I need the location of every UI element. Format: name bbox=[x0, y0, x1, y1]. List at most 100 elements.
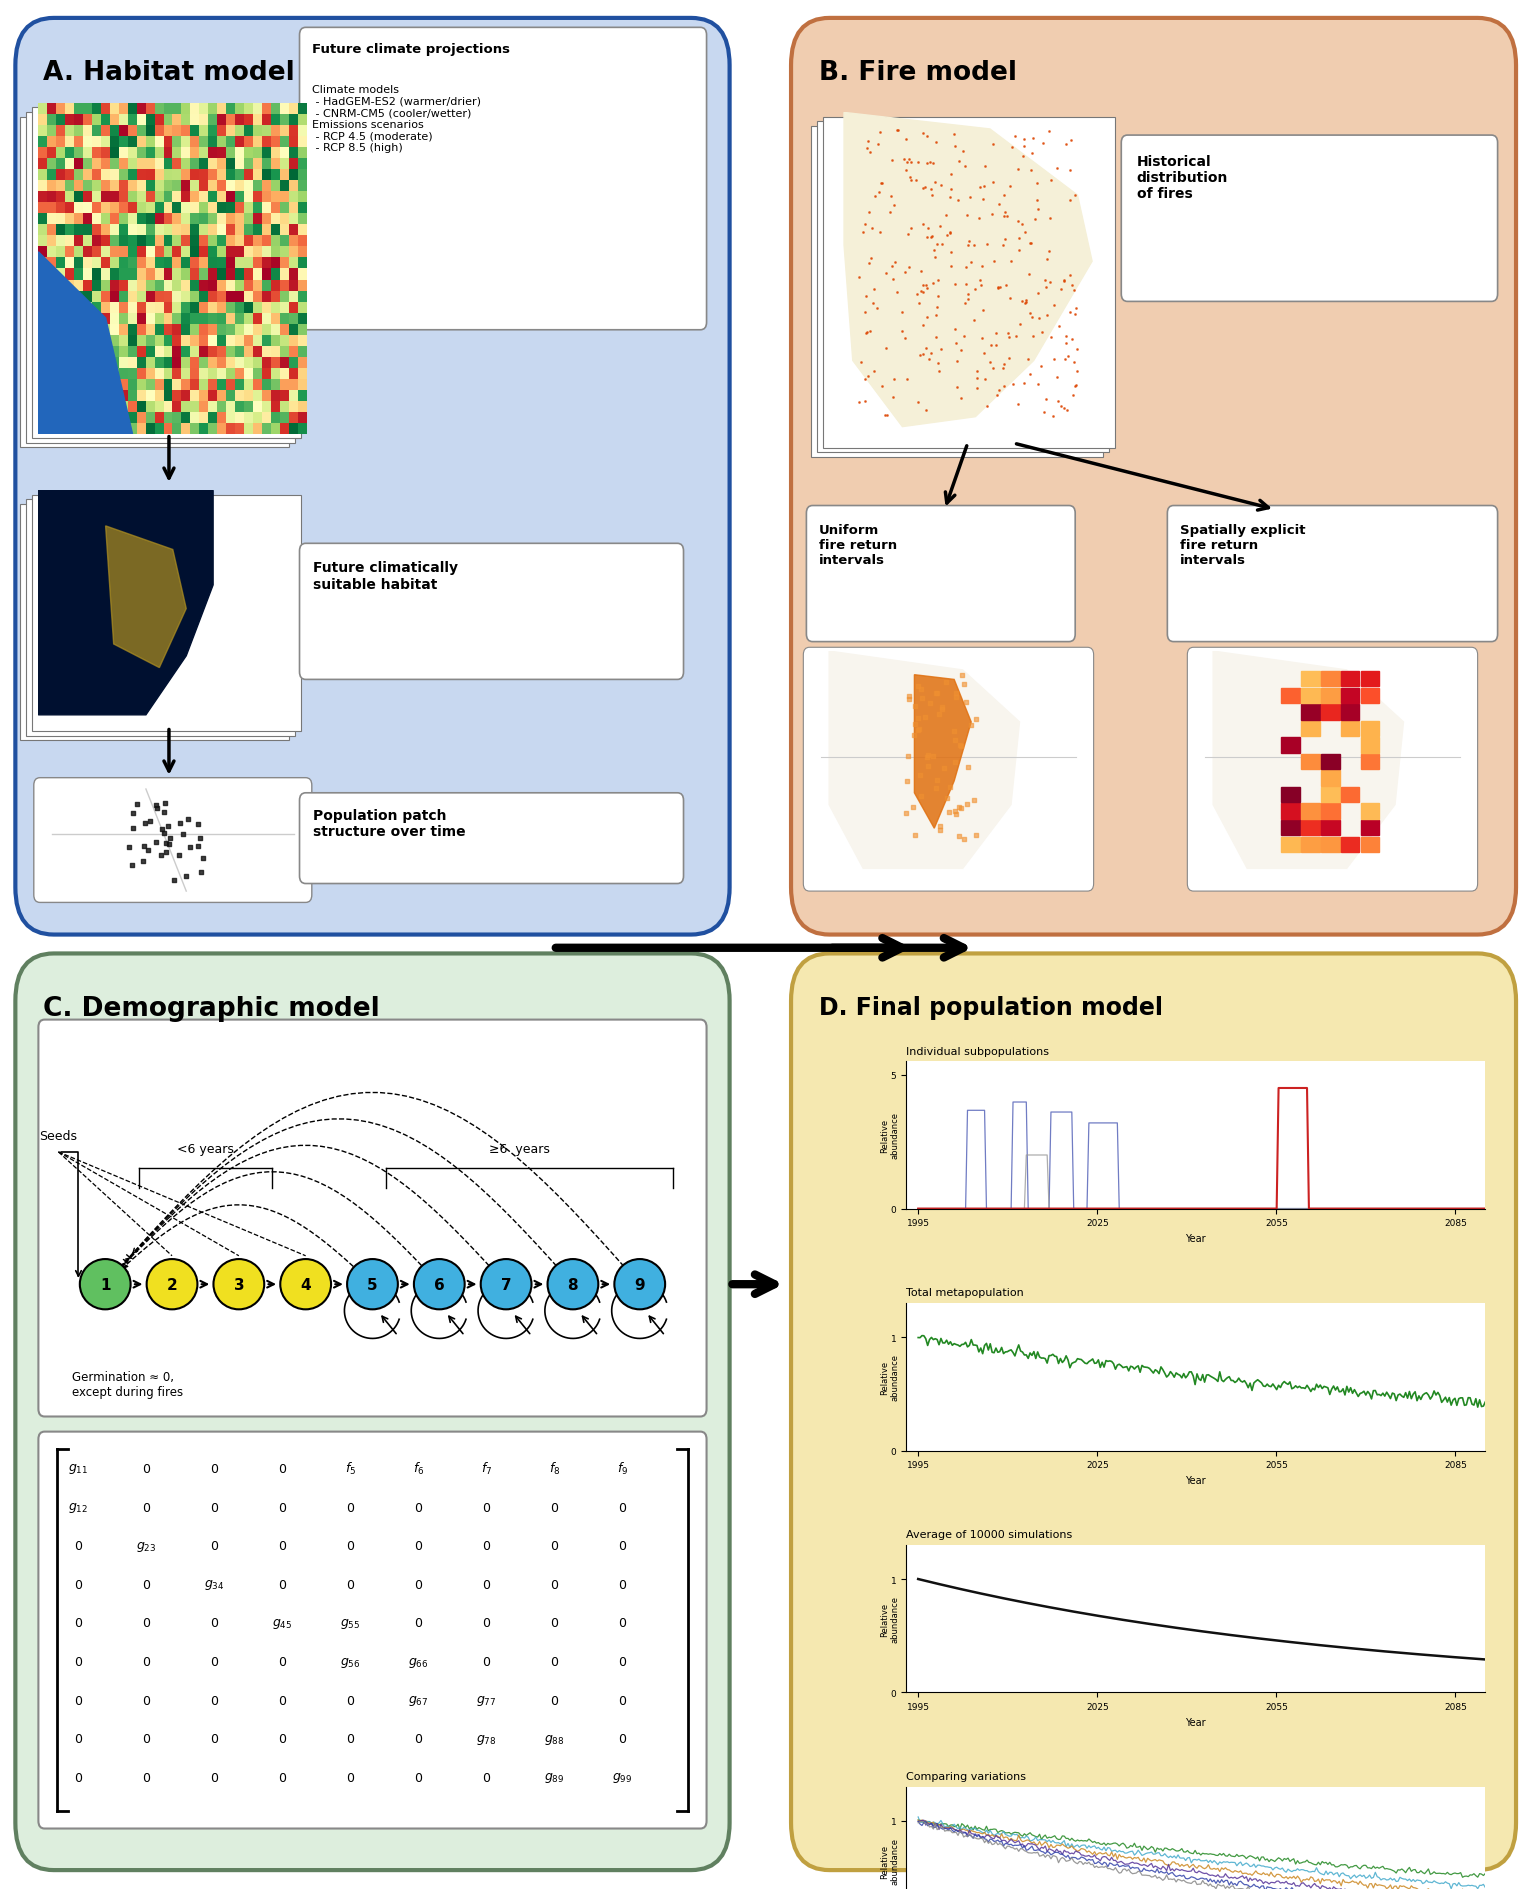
Point bbox=[144, 790, 169, 820]
Point bbox=[889, 298, 914, 329]
FancyBboxPatch shape bbox=[1121, 136, 1498, 302]
Text: 0: 0 bbox=[75, 1694, 83, 1708]
Point bbox=[971, 185, 995, 215]
Text: 0: 0 bbox=[482, 1500, 490, 1513]
Point bbox=[958, 247, 983, 278]
Circle shape bbox=[146, 1260, 198, 1309]
Polygon shape bbox=[38, 253, 132, 434]
Point bbox=[1060, 270, 1084, 300]
Text: 0: 0 bbox=[482, 1655, 490, 1668]
Point bbox=[1011, 142, 1035, 172]
Point bbox=[1026, 280, 1051, 310]
Point bbox=[897, 145, 922, 176]
Point bbox=[919, 174, 943, 204]
Bar bbox=[1321, 688, 1339, 705]
Circle shape bbox=[80, 1260, 131, 1309]
Text: Germination ≈ 0,
except during fires: Germination ≈ 0, except during fires bbox=[72, 1371, 183, 1398]
Point bbox=[894, 799, 919, 829]
Point bbox=[852, 210, 877, 240]
Text: Individual subpopulations: Individual subpopulations bbox=[906, 1047, 1049, 1056]
Bar bbox=[1341, 722, 1359, 737]
Text: ≥6  years: ≥6 years bbox=[488, 1143, 550, 1156]
Text: 0: 0 bbox=[415, 1500, 422, 1513]
Text: 0: 0 bbox=[143, 1577, 151, 1591]
FancyBboxPatch shape bbox=[32, 495, 301, 731]
Point bbox=[137, 807, 161, 837]
Point bbox=[869, 168, 894, 198]
Point bbox=[906, 714, 931, 744]
Point bbox=[937, 217, 962, 247]
Point bbox=[880, 251, 905, 281]
Point bbox=[1001, 370, 1026, 400]
Point bbox=[946, 185, 971, 215]
Point bbox=[914, 334, 938, 365]
Text: 0: 0 bbox=[347, 1772, 355, 1783]
Bar bbox=[1321, 805, 1339, 820]
Text: 0: 0 bbox=[143, 1694, 151, 1708]
Point bbox=[1012, 289, 1037, 319]
Point bbox=[899, 147, 923, 178]
Point bbox=[988, 272, 1012, 302]
Point bbox=[882, 264, 906, 295]
Point bbox=[120, 850, 144, 880]
Point bbox=[963, 705, 988, 735]
Point bbox=[949, 383, 974, 414]
Point bbox=[1035, 300, 1060, 331]
Point bbox=[937, 797, 962, 827]
Point bbox=[925, 300, 949, 331]
Point bbox=[925, 293, 949, 323]
Point bbox=[911, 210, 935, 240]
FancyBboxPatch shape bbox=[811, 127, 1103, 457]
Point bbox=[1054, 397, 1078, 427]
Circle shape bbox=[481, 1260, 531, 1309]
Text: 0: 0 bbox=[143, 1500, 151, 1513]
Point bbox=[974, 151, 998, 181]
Point bbox=[1034, 272, 1058, 302]
Point bbox=[963, 820, 988, 850]
Text: 5: 5 bbox=[367, 1277, 378, 1292]
Point bbox=[1040, 402, 1064, 433]
Point bbox=[992, 181, 1017, 212]
Bar bbox=[1301, 754, 1319, 771]
Polygon shape bbox=[914, 676, 971, 829]
Point bbox=[877, 198, 902, 229]
Text: $g_{77}$: $g_{77}$ bbox=[476, 1693, 496, 1708]
Point bbox=[1005, 321, 1029, 351]
Point bbox=[982, 247, 1006, 278]
Bar bbox=[1341, 705, 1359, 720]
Point bbox=[854, 319, 879, 349]
Text: 0: 0 bbox=[210, 1694, 218, 1708]
Point bbox=[954, 200, 978, 230]
Point bbox=[894, 767, 919, 797]
Point bbox=[942, 725, 966, 756]
Bar bbox=[1301, 837, 1319, 852]
Point bbox=[1058, 298, 1083, 329]
Point bbox=[982, 353, 1006, 383]
Point bbox=[857, 198, 882, 229]
Text: 0: 0 bbox=[550, 1655, 559, 1668]
Text: Seeds: Seeds bbox=[40, 1130, 77, 1143]
Text: 0: 0 bbox=[347, 1540, 355, 1553]
FancyBboxPatch shape bbox=[38, 1020, 707, 1417]
Point bbox=[938, 161, 963, 191]
Text: 0: 0 bbox=[619, 1577, 627, 1591]
Text: 0: 0 bbox=[550, 1694, 559, 1708]
Point bbox=[951, 825, 975, 856]
Point bbox=[846, 263, 871, 293]
Point bbox=[157, 829, 181, 859]
Point bbox=[948, 731, 972, 761]
FancyBboxPatch shape bbox=[20, 504, 289, 740]
Text: $g_{78}$: $g_{78}$ bbox=[476, 1732, 496, 1745]
X-axis label: Year: Year bbox=[1186, 1234, 1206, 1243]
Point bbox=[178, 833, 203, 863]
Point bbox=[972, 172, 997, 202]
Point bbox=[906, 671, 931, 701]
Point bbox=[975, 230, 1000, 261]
Point bbox=[1038, 204, 1063, 234]
Text: 0: 0 bbox=[619, 1500, 627, 1513]
Point bbox=[926, 266, 951, 297]
Point bbox=[997, 344, 1021, 374]
Text: Spatially explicit
fire return
intervals: Spatially explicit fire return intervals bbox=[1180, 523, 1306, 567]
FancyBboxPatch shape bbox=[20, 117, 289, 448]
Text: 1: 1 bbox=[100, 1277, 111, 1292]
